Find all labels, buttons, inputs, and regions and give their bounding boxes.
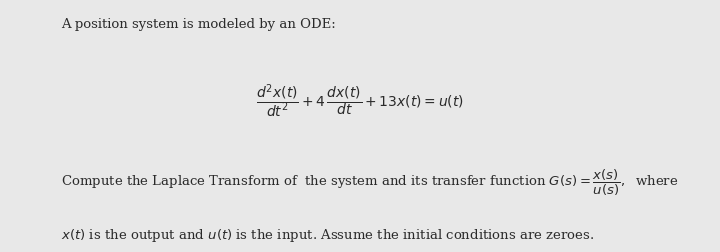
- Text: A position system is modeled by an ODE:: A position system is modeled by an ODE:: [61, 18, 336, 31]
- Text: $x(t)$ is the output and $u(t)$ is the input. Assume the initial conditions are : $x(t)$ is the output and $u(t)$ is the i…: [61, 227, 595, 244]
- Text: Compute the Laplace Transform of  the system and its transfer function $G(s) = \: Compute the Laplace Transform of the sys…: [61, 168, 679, 198]
- Text: $\dfrac{d^2x(t)}{dt^2} + 4\,\dfrac{dx(t)}{dt} + 13x(t) = u(t)$: $\dfrac{d^2x(t)}{dt^2} + 4\,\dfrac{dx(t)…: [256, 82, 464, 119]
